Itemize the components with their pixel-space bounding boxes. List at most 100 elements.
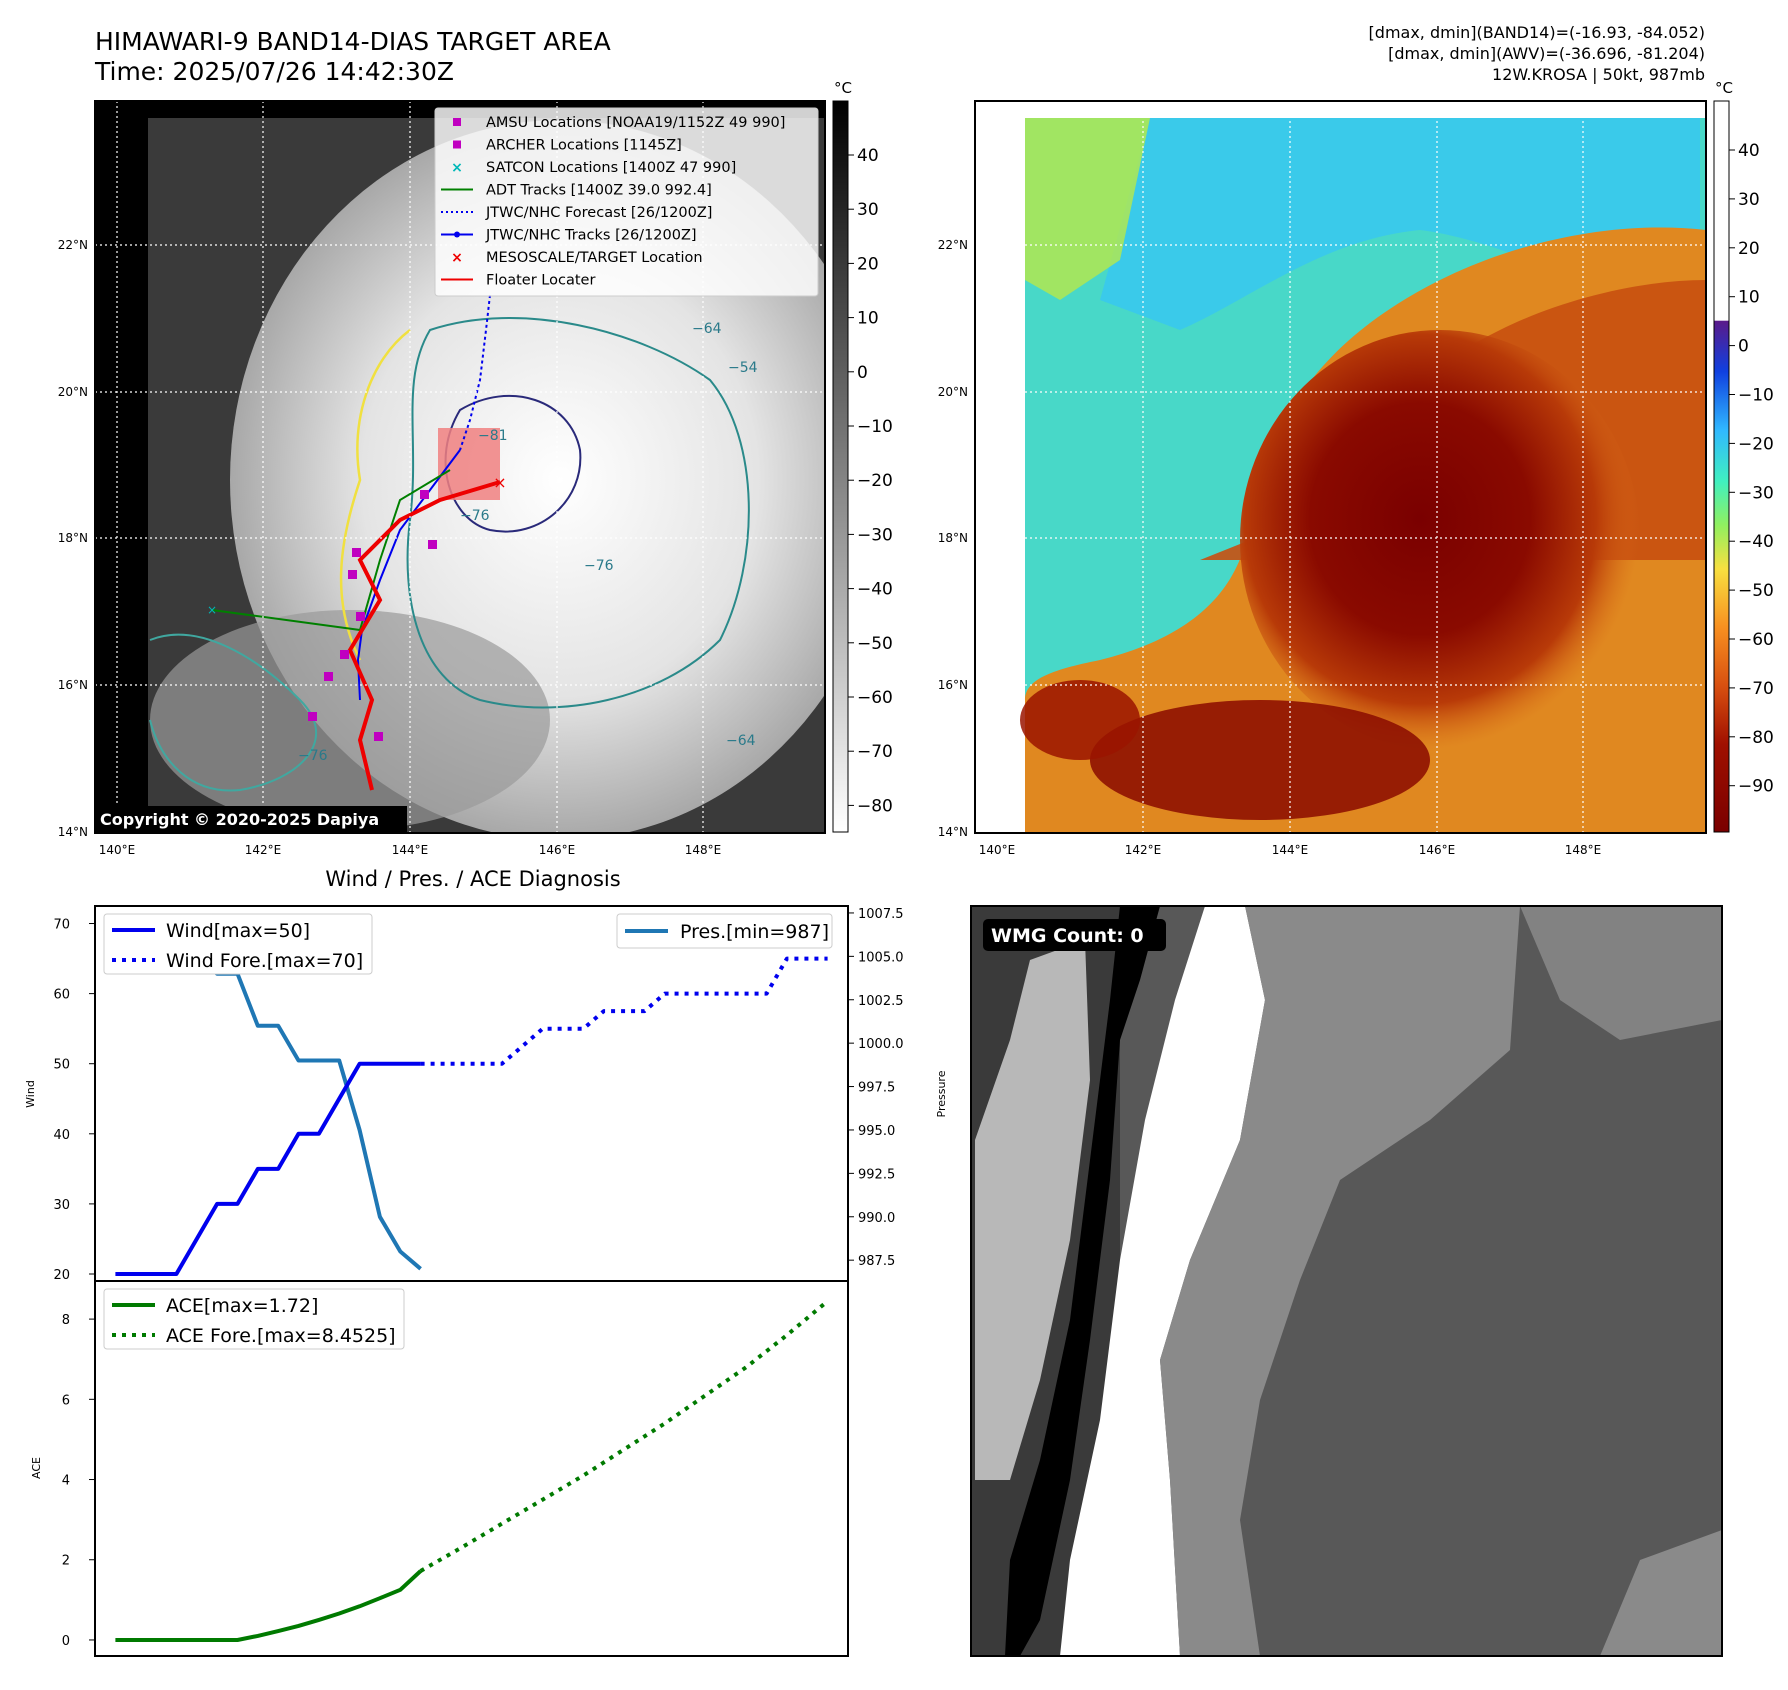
svg-text:18°N: 18°N — [938, 531, 968, 545]
ir-lon-labels: 140°E 142°E 144°E 146°E 148°E — [99, 843, 722, 857]
wmg-se-gray — [1600, 1530, 1722, 1656]
wmg-dark-band — [1005, 906, 1160, 1656]
colorbar-tick-label: −20 — [1738, 434, 1774, 454]
storm-info: 12W.KROSA | 50kt, 987mb — [1492, 65, 1705, 84]
legend-item-label: Floater Locater — [486, 273, 595, 289]
ace-tick-label: 8 — [62, 1313, 70, 1328]
figure-title: HIMAWARI-9 BAND14-DIAS TARGET AREA — [95, 27, 611, 56]
wmg-west-light — [975, 940, 1090, 1480]
colorbar-tick-label: 0 — [1738, 337, 1749, 357]
contour-labels: −64 −54 −76 −81 −76 −76 −64 — [298, 321, 758, 764]
ir-colorbar-unit: °C — [834, 79, 852, 97]
legend-wind-fore: Wind Fore.[max=70] — [166, 950, 363, 972]
wmg-count-badge — [983, 919, 1166, 951]
pressure-tick-label: 1002.5 — [858, 994, 904, 1009]
copyright-text: Copyright © 2020-2025 Dapiya — [100, 810, 379, 829]
ace-ylabel: ACE — [30, 1457, 43, 1479]
legend-item-label: JTWC/NHC Tracks [26/1200Z] — [485, 228, 697, 244]
series-line-observed — [115, 1061, 421, 1276]
awv-storm-core — [1240, 330, 1640, 750]
awv-map-panel: 140°E 142°E 144°E 146°E 148°E 22°N 20°N … — [938, 79, 1774, 857]
awv-south-convection — [1090, 700, 1430, 820]
colorbar-tick-label: −10 — [1738, 386, 1774, 406]
svg-text:140°E: 140°E — [99, 843, 136, 857]
colorbar-tick-label: 20 — [1738, 239, 1760, 259]
colorbar-tick-label: −80 — [1738, 728, 1774, 748]
legend-ace: ACE[max=1.72] — [166, 1295, 318, 1317]
colorbar-tick-label: −40 — [1738, 532, 1774, 552]
amsu-archer-markers — [308, 490, 437, 741]
legend-marker-x: × — [451, 250, 463, 266]
series-line-forecast — [420, 956, 828, 1066]
svg-text:20°N: 20°N — [938, 385, 968, 399]
colorbar-tick-label: −70 — [1738, 679, 1774, 699]
svg-text:14°N: 14°N — [938, 825, 968, 839]
colorbar-tick-label: −70 — [857, 742, 893, 762]
colorbar-tick-label: −50 — [857, 634, 893, 654]
ir-map-panel: × × −64 −54 −76 −81 −76 −76 −64 — [58, 79, 893, 857]
svg-text:142°E: 142°E — [1125, 843, 1162, 857]
satcon-marker: × — [207, 603, 217, 617]
svg-text:16°N: 16°N — [58, 678, 88, 692]
ir-contour-southwest — [149, 633, 318, 792]
wind-tick-label: 60 — [53, 988, 70, 1003]
ir-frame — [94, 100, 826, 834]
pressure-tick-label: 990.0 — [858, 1211, 895, 1226]
ir-contour-outer — [406, 317, 750, 709]
series-line-forecast — [419, 1299, 829, 1573]
pressure-tick-label: 987.5 — [858, 1254, 895, 1269]
wmg-frame — [970, 905, 1723, 1657]
ace-legend: ACE[max=1.72] ACE Fore.[max=8.4525] — [103, 1288, 405, 1350]
wmg-mid-gray — [1160, 906, 1520, 1656]
legend-item-label: SATCON Locations [1400Z 47 990] — [486, 160, 736, 176]
colorbar-tick-label: 30 — [1738, 190, 1760, 210]
jtwc-track — [356, 449, 461, 701]
awv-dry-north — [1100, 118, 1700, 330]
colorbar-tick-label: −30 — [857, 525, 893, 545]
awv-frame — [974, 100, 1707, 834]
colorbar-tick-label: −20 — [857, 471, 893, 491]
ace-chart: ACE 0 2 4 6 8 ACE[max=1.72] ACE Fore.[max=8.… — [30, 1280, 849, 1657]
ir-lat-labels: 22°N 20°N 18°N 16°N 14°N — [58, 238, 88, 839]
legend-marker-square — [453, 118, 461, 126]
awv-lat-labels: 22°N 20°N 18°N 16°N 14°N — [938, 238, 968, 839]
wind-tick-label: 50 — [53, 1058, 70, 1073]
wind-tick-label: 30 — [53, 1198, 70, 1213]
ace-tick-label: 6 — [62, 1393, 70, 1408]
svg-text:148°E: 148°E — [685, 843, 722, 857]
svg-text:22°N: 22°N — [938, 238, 968, 252]
legend-pressure: Pres.[min=987] — [680, 921, 829, 943]
svg-text:148°E: 148°E — [1565, 843, 1602, 857]
awv-colorbar-unit: °C — [1715, 79, 1733, 97]
colorbar-tick-label: 10 — [857, 309, 879, 329]
colorbar-tick-label: 30 — [857, 200, 879, 220]
wmg-panel: WMG Count: 0 — [970, 905, 1723, 1657]
colorbar-tick-label: 0 — [857, 363, 868, 383]
wind-tick-label: 40 — [53, 1128, 70, 1143]
pressure-ylabel: Pressure — [935, 1070, 948, 1117]
colorbar-tick-label: −60 — [1738, 630, 1774, 650]
ir-colorbar: °C 40 30 20 10 0 −10 −20 −30 −40 −50 −60 −70 −80 — [832, 79, 893, 833]
colorbar-tick-label: −80 — [857, 796, 893, 816]
legend-marker-x: × — [451, 160, 463, 176]
svg-text:−81: −81 — [478, 428, 508, 444]
colorbar-tick-label: 40 — [1738, 141, 1760, 161]
ace-tick-label: 0 — [62, 1634, 70, 1649]
pressure-tick-label: 1005.0 — [858, 950, 904, 965]
svg-text:18°N: 18°N — [58, 531, 88, 545]
svg-text:22°N: 22°N — [58, 238, 88, 252]
ir-south-clouds — [150, 610, 550, 830]
pressure-tick-label: 1007.5 — [858, 907, 904, 922]
svg-text:−76: −76 — [584, 558, 614, 574]
awv-lon-labels: 140°E 142°E 144°E 146°E 148°E — [979, 843, 1602, 857]
ir-contour-yellow — [339, 329, 411, 661]
wind-pressure-chart: Wind Pressure 20 30 40 50 60 70 987.5 990.0 992… — [24, 905, 948, 1283]
pressure-tick-label: 997.5 — [858, 1081, 895, 1096]
colorbar-tick-label: 20 — [857, 254, 879, 274]
colorbar-tick-label: −10 — [857, 417, 893, 437]
svg-text:16°N: 16°N — [938, 678, 968, 692]
svg-text:−54: −54 — [728, 360, 758, 376]
svg-text:144°E: 144°E — [392, 843, 429, 857]
legend-item-label: AMSU Locations [NOAA19/1152Z 49 990] — [486, 115, 785, 131]
